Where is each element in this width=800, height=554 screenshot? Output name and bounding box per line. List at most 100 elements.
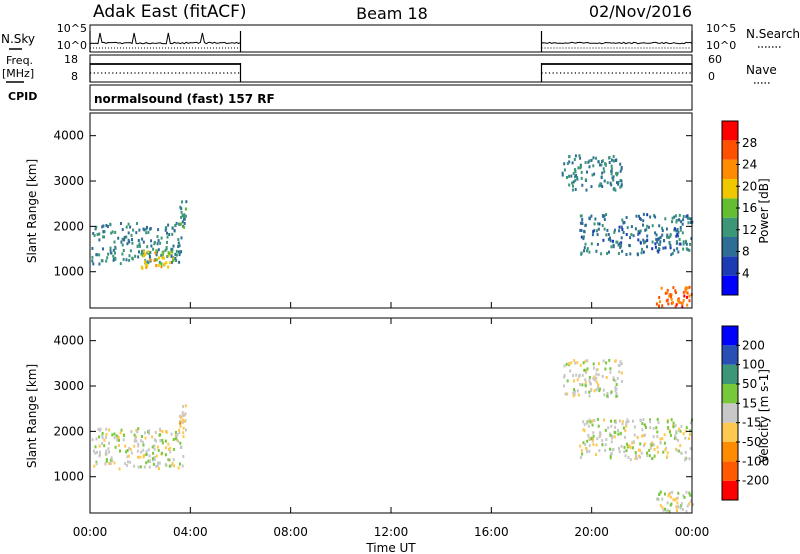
- velocity-cell: [666, 455, 669, 459]
- colorbar-segment: [722, 198, 738, 218]
- velocity-cell: [672, 421, 675, 425]
- velocity-cell: [588, 394, 591, 398]
- freq-panel: Freq. [MHz] 18 8 60 0 Nave CPID: [2, 53, 777, 103]
- velocity-cell: [674, 498, 677, 502]
- power-cell: [145, 265, 148, 269]
- velocity-cell: [678, 427, 681, 431]
- power-cell: [588, 216, 591, 220]
- velocity-cell: [597, 386, 600, 390]
- power-cell: [125, 235, 128, 239]
- velocity-cell: [659, 441, 662, 445]
- power-cell: [690, 221, 692, 224]
- velocity-cell: [98, 435, 101, 439]
- velocity-cell: [147, 448, 150, 452]
- velocity-cell: [133, 439, 136, 443]
- power-cell: [663, 239, 665, 242]
- power-cell: [579, 156, 582, 160]
- velocity-cell: [650, 443, 653, 447]
- colorbar-segment: [722, 480, 738, 500]
- power-cell: [662, 246, 665, 250]
- nsearch-tick-top: 10^5: [706, 22, 736, 35]
- power-cell: [574, 154, 577, 158]
- power-cell: [685, 242, 688, 246]
- y-tick-label: 3000: [53, 174, 84, 188]
- velocity-cell: [122, 438, 125, 442]
- power-cell: [580, 235, 583, 239]
- velocity-cell: [158, 461, 161, 465]
- x-tick-label: 16:00: [474, 525, 509, 539]
- power-cell: [166, 235, 169, 239]
- power-cell: [573, 158, 576, 161]
- velocity-cell: [565, 362, 568, 366]
- power-cell: [127, 222, 130, 226]
- colorbar-segment: [722, 384, 738, 404]
- freq-label-line2: [MHz]: [2, 67, 34, 80]
- velocity-cell: [175, 435, 178, 439]
- power-cell: [637, 232, 640, 236]
- velocity-cell: [99, 428, 101, 432]
- velocity-cell: [601, 374, 604, 378]
- power-cell: [668, 236, 670, 239]
- power-cell: [175, 253, 178, 257]
- colorbar-frame: [721, 325, 739, 501]
- velocity-cell: [101, 432, 104, 435]
- power-cell: [592, 164, 595, 168]
- cpid-frame: [89, 84, 693, 111]
- velocity-cell: [185, 428, 187, 432]
- power-cell: [157, 228, 160, 232]
- velocity-cell: [688, 433, 691, 436]
- power-cell: [117, 236, 120, 240]
- velocity-cell: [594, 453, 597, 456]
- velocity-cell: [130, 451, 133, 455]
- power-cell: [684, 239, 687, 243]
- power-cell: [601, 171, 604, 175]
- power-cell: [94, 227, 97, 231]
- velocity-cell: [180, 420, 183, 424]
- power-cell: [183, 225, 186, 229]
- velocity-cell: [688, 502, 691, 506]
- power-cell: [177, 238, 180, 241]
- velocity-cell: [664, 507, 667, 511]
- power-cell: [183, 222, 186, 225]
- power-cell: [93, 234, 96, 237]
- colorbar-tick-label: 15: [742, 396, 757, 410]
- power-cell: [671, 251, 674, 255]
- power-cell: [651, 240, 654, 244]
- power-cell: [101, 225, 104, 229]
- power-cell: [126, 242, 129, 246]
- power-cell: [142, 240, 145, 244]
- velocity-cell: [666, 418, 669, 422]
- velocity-cell: [656, 435, 659, 439]
- power-cell: [181, 214, 184, 217]
- colorbar-tick-label: 12: [742, 223, 757, 237]
- power-cell: [656, 240, 659, 244]
- power-cell: [674, 289, 677, 293]
- power-cell: [610, 172, 613, 176]
- power-cell: [590, 185, 593, 189]
- velocity-cell: [584, 390, 587, 394]
- velocity-cell: [139, 465, 142, 469]
- power-cell: [623, 220, 626, 224]
- power-cell: [109, 251, 112, 255]
- nsky-tick-bottom: 10^0: [57, 39, 87, 52]
- power-cell: [598, 184, 601, 188]
- power-cell: [98, 232, 101, 236]
- colorbar-segment: [722, 140, 738, 160]
- power-cell: [98, 262, 101, 266]
- velocity-cell: [98, 450, 101, 454]
- velocity-cell: [177, 466, 180, 470]
- velocity-cell: [623, 445, 626, 449]
- velocity-cell: [656, 497, 659, 501]
- velocity-cell: [134, 436, 137, 440]
- velocity-cell: [585, 370, 587, 374]
- velocity-cell: [679, 444, 682, 448]
- velocity-cell: [172, 458, 175, 462]
- power-cell: [603, 218, 606, 221]
- velocity-cell: [598, 362, 600, 366]
- power-cell: [677, 300, 680, 304]
- power-cell: [147, 261, 150, 265]
- power-cell: [588, 159, 591, 163]
- power-cell: [153, 259, 156, 262]
- velocity-cell: [669, 495, 672, 499]
- power-cell: [666, 291, 669, 295]
